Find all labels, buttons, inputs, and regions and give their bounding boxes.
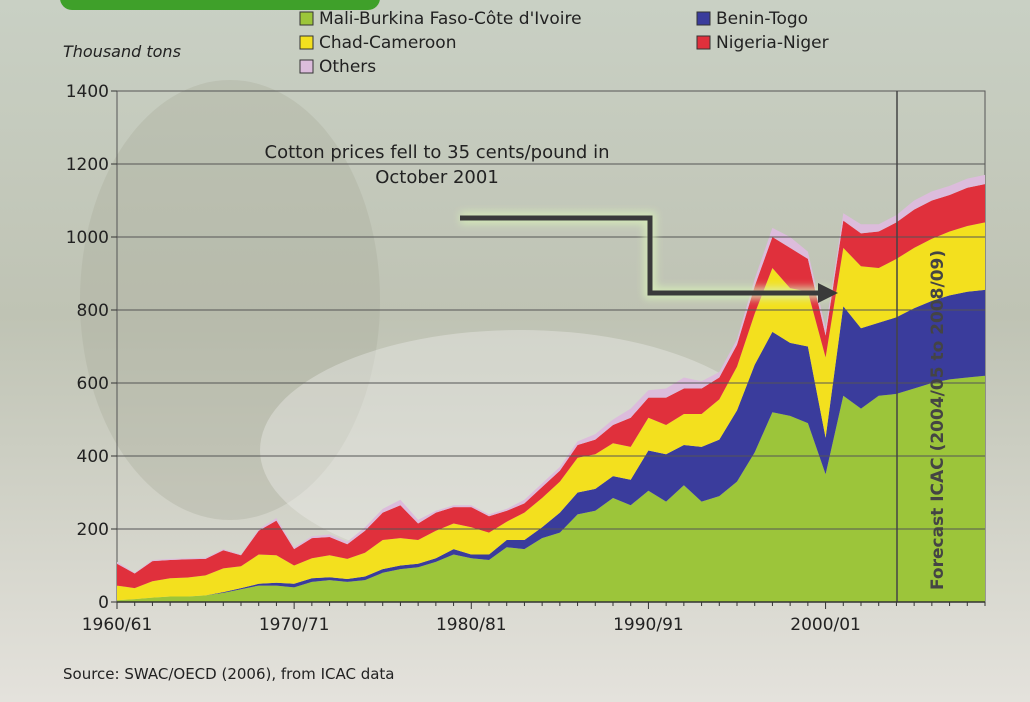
- legend-swatch: [299, 59, 314, 74]
- source: Source: SWAC/OECD (2006), from ICAC data: [63, 665, 395, 683]
- axis-label: Thousand tons: [63, 42, 181, 61]
- y-tick-label: 1200: [66, 155, 109, 175]
- legend-label: Chad-Cameroon: [319, 33, 457, 53]
- legend-swatch: [299, 35, 314, 50]
- y-tick-label: 400: [77, 447, 109, 467]
- legend-swatch: [696, 35, 711, 50]
- legend-label: Others: [319, 57, 376, 77]
- legend-label: Nigeria-Niger: [716, 33, 829, 53]
- x-tick-label: 1990/91: [613, 615, 684, 635]
- y-tick-label: 200: [77, 520, 109, 540]
- x-tick-label: 1980/81: [436, 615, 507, 635]
- x-tick-label: 2000/01: [790, 615, 861, 635]
- forecast-label: Forecast ICAC (2004/05 to 2008/09): [928, 250, 948, 590]
- legend-label: Benin-Togo: [716, 9, 808, 29]
- area: [117, 174, 985, 574]
- y-tick-label: 1400: [66, 82, 109, 102]
- x-tick-label: 1970/71: [259, 615, 330, 635]
- legend-swatch: [696, 11, 711, 26]
- title-pill: [60, 0, 380, 10]
- area: [117, 289, 985, 601]
- y-tick-label: 800: [77, 301, 109, 321]
- legend-swatch: [299, 11, 314, 26]
- x-tick-label: 1960/61: [82, 615, 153, 635]
- photo-shade: [80, 80, 380, 520]
- plot-area: [111, 90, 986, 609]
- area: [117, 184, 985, 589]
- area: [117, 375, 985, 602]
- area: [117, 222, 985, 601]
- y-tick-label: 600: [77, 374, 109, 394]
- legend-label: Mali-Burkina Faso-Côte d'Ivoire: [319, 9, 582, 29]
- y-tick-label: 1000: [66, 228, 109, 248]
- y-tick-label: 0: [98, 593, 109, 613]
- annotation-arrow: [460, 212, 838, 303]
- annotation: Cotton prices fell to 35 cents/pound in O…: [265, 142, 610, 188]
